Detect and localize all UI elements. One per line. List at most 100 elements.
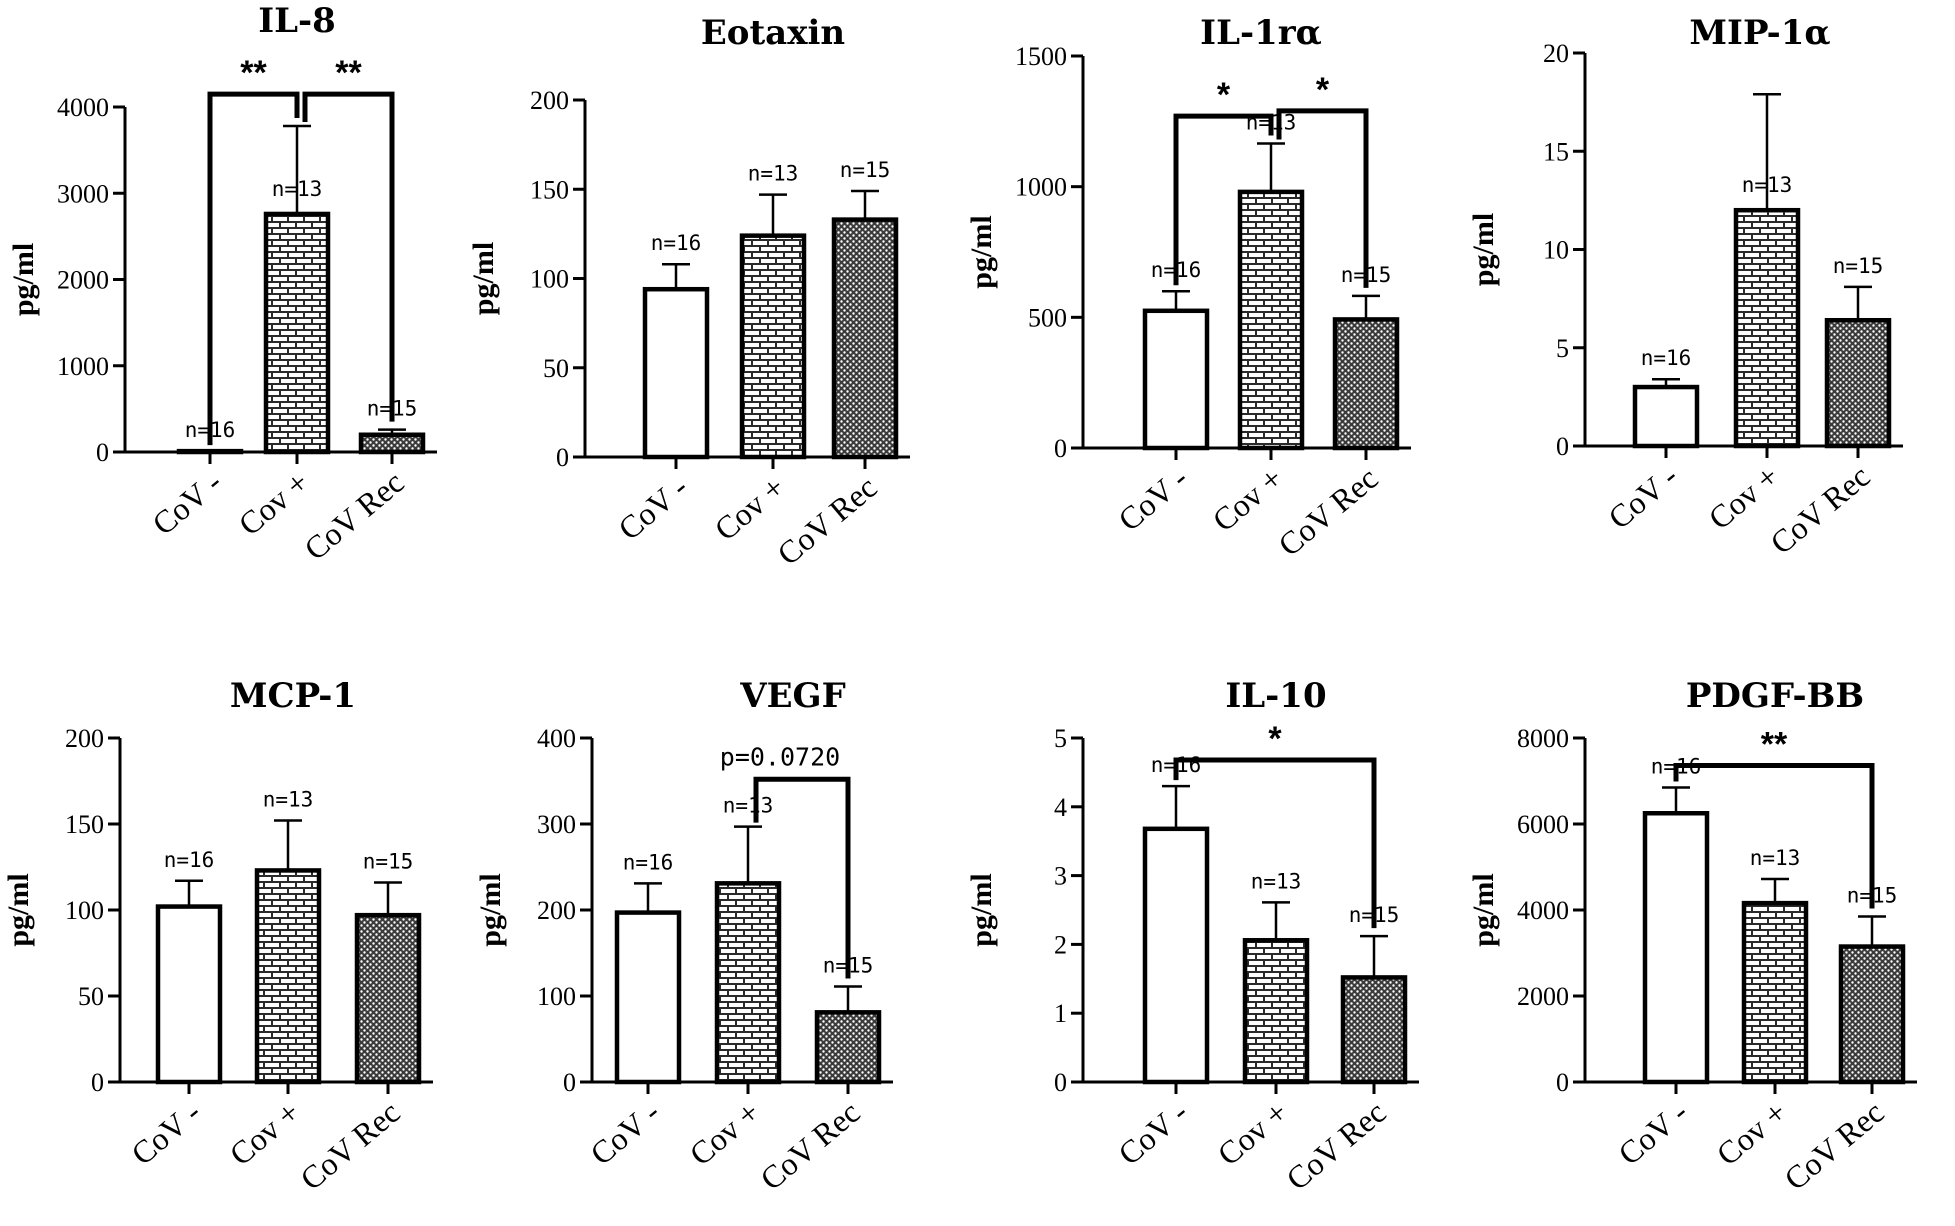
- y-tick-label: 3: [1054, 862, 1067, 891]
- x-tick-label: Cov +: [223, 1094, 307, 1173]
- significance-bracket: [302, 91, 395, 422]
- significance-bracket: [1173, 113, 1274, 286]
- x-tick-label: Cov +: [1206, 460, 1290, 539]
- significance-bracket: [1173, 757, 1377, 929]
- x-tick-label: CoV Rec: [293, 1094, 406, 1197]
- y-tick-label: 150: [65, 810, 104, 839]
- x-tick-label: CoV -: [1111, 1094, 1194, 1172]
- bar-2: [254, 868, 322, 1085]
- x-tick-label: CoV -: [1611, 1094, 1694, 1172]
- x-tick-label: CoV Rec: [1271, 460, 1384, 563]
- n-label: n=13: [723, 794, 774, 818]
- significance-bracket: [1276, 108, 1369, 288]
- n-label: n=15: [363, 849, 414, 873]
- y-tick-label: 2000: [57, 266, 109, 295]
- y-tick-label: 0: [556, 443, 569, 472]
- y-tick-label: 5: [1054, 724, 1067, 753]
- y-tick-label: 300: [537, 810, 576, 839]
- bar-3: [354, 912, 422, 1085]
- y-tick-label: 400: [537, 724, 576, 753]
- y-axis-label: pg/ml: [1467, 213, 1500, 286]
- y-tick-label: 100: [537, 982, 576, 1011]
- bar-1: [614, 910, 682, 1085]
- n-label: n=16: [164, 848, 215, 872]
- bar-1: [1142, 826, 1210, 1085]
- y-tick-label: 200: [65, 724, 104, 753]
- bar-3: [1340, 975, 1408, 1085]
- bar-3: [358, 432, 426, 455]
- chart-panel-2: Eotaxin pg/ml 0 50 100 150 200 n=16 CoV - n=13 Cov…: [467, 13, 910, 572]
- x-tick-label: Cov +: [683, 1094, 767, 1173]
- bar-3: [1824, 317, 1892, 449]
- y-tick-label: 1500: [1015, 42, 1067, 71]
- y-tick-label: 5: [1556, 334, 1569, 363]
- chart-title: IL-1rα: [1200, 13, 1322, 53]
- y-tick-label: 1000: [1015, 173, 1067, 202]
- y-tick-label: 0: [1054, 434, 1067, 463]
- y-tick-label: 0: [563, 1068, 576, 1097]
- significance-label: *: [1316, 71, 1330, 109]
- bar-1: [1642, 811, 1710, 1085]
- x-tick-label: Cov +: [232, 464, 316, 543]
- y-tick-label: 0: [1556, 432, 1569, 461]
- y-axis-label: pg/ml: [7, 243, 40, 316]
- n-label: n=13: [272, 177, 323, 201]
- bar-2: [714, 881, 782, 1085]
- y-tick-label: 0: [91, 1068, 104, 1097]
- x-tick-label: CoV Rec: [753, 1094, 866, 1197]
- y-tick-label: 50: [543, 354, 569, 383]
- y-tick-label: 6000: [1517, 810, 1569, 839]
- y-tick-label: 4000: [57, 93, 109, 122]
- n-label: n=15: [840, 158, 891, 182]
- bar-3: [1838, 944, 1906, 1085]
- y-axis-label: pg/ml: [474, 873, 507, 946]
- x-tick-label: CoV Rec: [1279, 1094, 1392, 1197]
- significance-label: p=0.0720: [720, 742, 840, 771]
- significance-bracket: [753, 776, 851, 979]
- x-tick-label: CoV Rec: [770, 469, 883, 572]
- x-tick-label: CoV Rec: [1777, 1094, 1890, 1197]
- n-label: n=13: [1251, 869, 1302, 893]
- y-tick-label: 50: [78, 982, 104, 1011]
- significance-label: **: [1761, 726, 1788, 764]
- x-tick-label: CoV -: [611, 469, 694, 547]
- x-tick-label: CoV -: [145, 464, 228, 542]
- bar-3: [1332, 317, 1400, 451]
- bar-1: [155, 904, 223, 1085]
- x-tick-label: CoV Rec: [297, 464, 410, 567]
- bar-1: [176, 448, 244, 455]
- chart-title: IL-8: [258, 1, 336, 41]
- n-label: n=13: [263, 788, 314, 812]
- y-tick-label: 4: [1054, 793, 1067, 822]
- bar-2: [739, 233, 807, 460]
- y-tick-label: 0: [96, 438, 109, 467]
- n-label: n=13: [1742, 173, 1793, 197]
- y-tick-label: 500: [1028, 303, 1067, 332]
- y-tick-label: 150: [530, 175, 569, 204]
- n-label: n=15: [1833, 254, 1884, 278]
- y-tick-label: 0: [1054, 1068, 1067, 1097]
- y-axis-label: pg/ml: [1467, 873, 1500, 946]
- y-tick-label: 0: [1556, 1068, 1569, 1097]
- x-tick-label: CoV -: [124, 1094, 207, 1172]
- chart-title: IL-10: [1225, 676, 1326, 716]
- y-axis-label: pg/ml: [965, 215, 998, 288]
- x-tick-label: CoV -: [1111, 460, 1194, 538]
- bar-2: [263, 211, 331, 455]
- chart-title: MCP-1: [230, 676, 356, 716]
- y-tick-label: 8000: [1517, 724, 1569, 753]
- bar-2: [1741, 900, 1809, 1085]
- n-label: n=13: [1750, 846, 1801, 870]
- y-tick-label: 2: [1054, 930, 1067, 959]
- significance-label: *: [1268, 720, 1282, 758]
- y-tick-label: 1: [1054, 999, 1067, 1028]
- y-tick-label: 1000: [57, 352, 109, 381]
- y-axis-label: pg/ml: [2, 873, 35, 946]
- chart-title: MIP-1α: [1689, 13, 1830, 53]
- n-label: n=16: [623, 850, 674, 874]
- chart-title: Eotaxin: [701, 13, 845, 53]
